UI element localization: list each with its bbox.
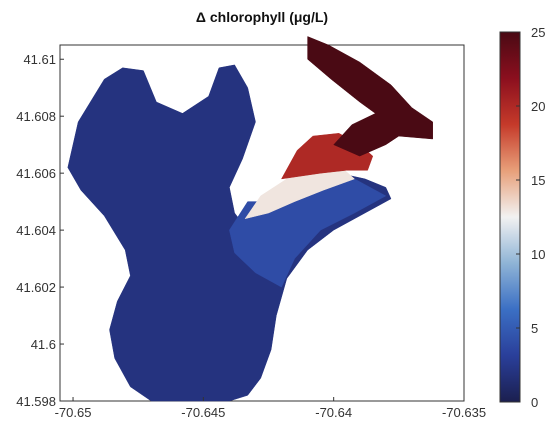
region-upper-river [307,36,433,157]
x-tick-label: -70.64 [315,405,352,420]
y-tick-label: 41.6 [31,337,56,352]
x-tick-label: -70.635 [442,405,486,420]
colorbar-tick-label: 15 [531,173,545,188]
y-tick-label: 41.602 [16,280,56,295]
colorbar-tick-label: 20 [531,99,545,114]
colorbar-tick-label: 0 [531,395,538,410]
x-tick-label: -70.645 [181,405,225,420]
colorbar-tick-label: 10 [531,247,545,262]
colorbar-tick-label: 25 [531,25,545,40]
y-tick-label: 41.606 [16,166,56,181]
chart-title: Δ chlorophyll (μg/L) [196,9,328,25]
y-axis: 41.598 41.6 41.602 41.604 41.606 41.608 41.61 [16,52,64,409]
region-transition-band [244,167,355,220]
x-axis: -70.65 -70.645 -70.64 -70.635 [55,397,486,420]
y-tick-label: 41.604 [16,223,56,238]
region-main-embayment [67,64,392,402]
y-tick-label: 41.61 [23,52,56,67]
x-tick-label: -70.65 [55,405,92,420]
y-tick-label: 41.608 [16,109,56,124]
colorbar [499,31,521,403]
colorbar-tick-label: 5 [531,321,538,336]
y-tick-label: 41.598 [16,394,56,409]
chlorophyll-map [67,36,433,402]
colorbar-ticks: 0 5 10 15 20 25 [516,25,545,410]
